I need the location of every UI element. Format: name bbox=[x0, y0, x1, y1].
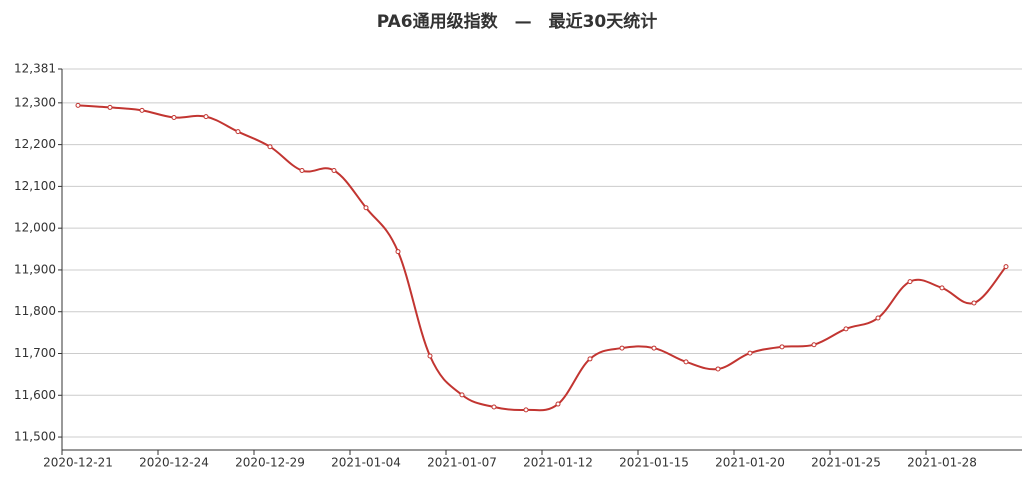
x-tick-label: 2021-01-12 bbox=[523, 456, 593, 470]
x-tick-label: 2020-12-24 bbox=[139, 456, 209, 470]
point bbox=[587, 356, 593, 362]
point bbox=[491, 404, 497, 410]
y-tick-label: 12,300 bbox=[14, 95, 56, 109]
point bbox=[427, 353, 433, 359]
x-tick-label: 2021-01-28 bbox=[907, 456, 977, 470]
point bbox=[843, 326, 849, 332]
point bbox=[395, 249, 401, 255]
x-tick-label: 2021-01-15 bbox=[619, 456, 689, 470]
point bbox=[331, 168, 337, 174]
point bbox=[299, 168, 305, 174]
point bbox=[875, 315, 881, 321]
point bbox=[651, 345, 657, 351]
point bbox=[779, 344, 785, 350]
y-tick-label: 11,800 bbox=[14, 304, 56, 318]
point bbox=[747, 350, 753, 356]
y-tick-label: 12,200 bbox=[14, 137, 56, 151]
point bbox=[619, 345, 625, 351]
y-tick-label: 12,100 bbox=[14, 179, 56, 193]
x-tick-label: 2021-01-07 bbox=[427, 456, 497, 470]
point bbox=[235, 129, 241, 135]
point bbox=[939, 285, 945, 291]
point bbox=[1003, 264, 1009, 270]
y-tick-label: 11,600 bbox=[14, 388, 56, 402]
point bbox=[523, 407, 529, 413]
y-tick-label: 11,500 bbox=[14, 430, 56, 444]
point bbox=[555, 401, 561, 407]
x-tick-label: 2020-12-21 bbox=[43, 456, 113, 470]
y-tick-label: 12,381 bbox=[14, 62, 56, 76]
y-tick-label: 11,700 bbox=[14, 346, 56, 360]
point bbox=[75, 102, 81, 108]
line bbox=[77, 104, 1007, 412]
point bbox=[363, 205, 369, 211]
x-tick-label: 2021-01-25 bbox=[811, 456, 881, 470]
point bbox=[811, 342, 817, 348]
point bbox=[459, 392, 465, 398]
x-tick-label: 2021-01-04 bbox=[331, 456, 401, 470]
y-tick-label: 12,000 bbox=[14, 221, 56, 235]
point bbox=[171, 114, 177, 120]
point bbox=[715, 366, 721, 372]
point bbox=[907, 279, 913, 285]
y-tick-label: 11,900 bbox=[14, 262, 56, 276]
point bbox=[139, 107, 145, 113]
x-tick-label: 2020-12-29 bbox=[235, 456, 305, 470]
point bbox=[107, 104, 113, 110]
point bbox=[267, 144, 273, 150]
point bbox=[203, 114, 209, 120]
chart-title: PA6通用级指数 — 最近30天统计 bbox=[377, 11, 658, 32]
point bbox=[683, 359, 689, 365]
x-tick-label: 2021-01-20 bbox=[715, 456, 785, 470]
point bbox=[971, 300, 977, 306]
